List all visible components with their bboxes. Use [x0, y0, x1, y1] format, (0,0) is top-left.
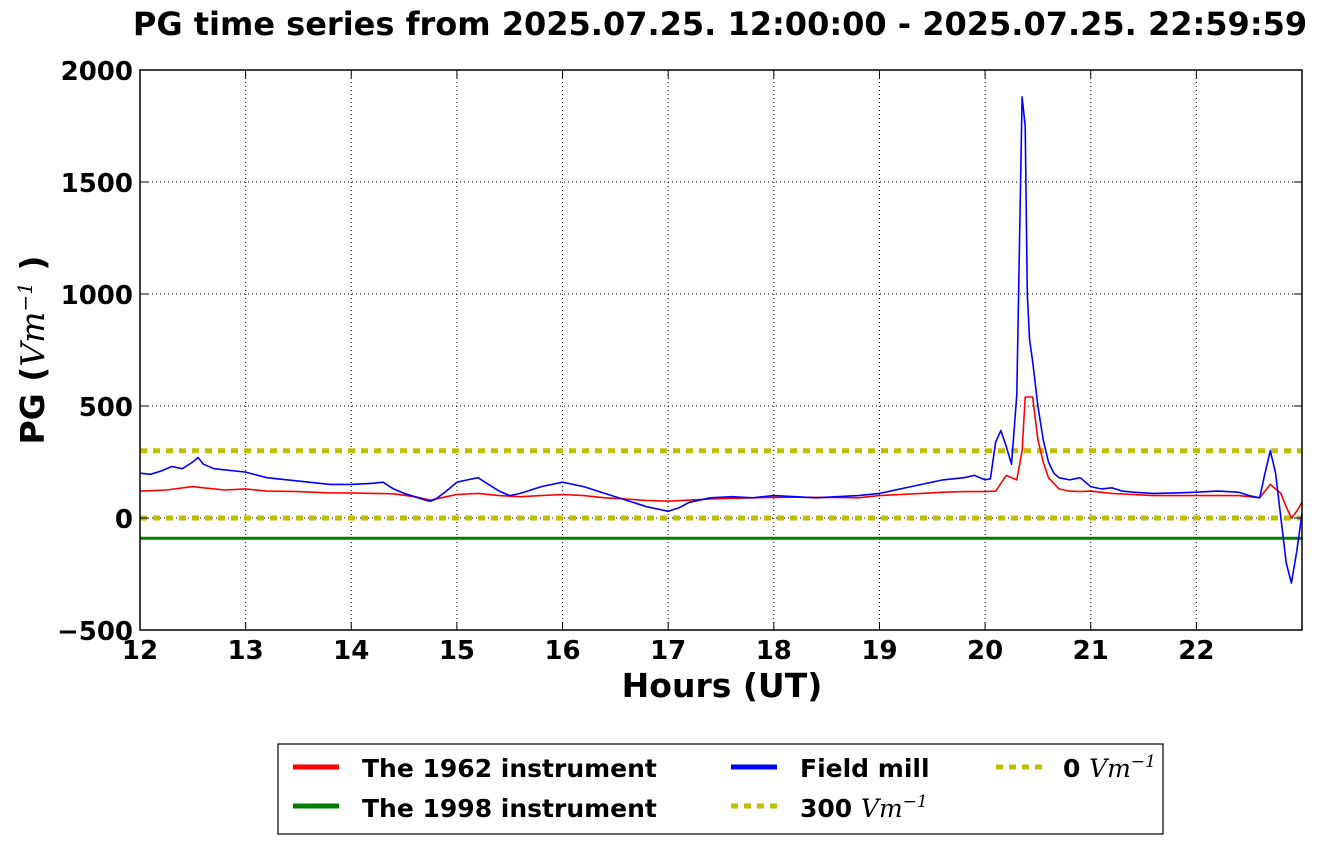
series-field-mill: [139, 96, 1303, 584]
legend-box: [277, 743, 1164, 835]
y-axis-label-exp: −1: [13, 282, 37, 311]
y-axis-label: PG (Vm−1 ): [13, 255, 52, 444]
series-lines: [139, 96, 1303, 584]
y-tick-label: 2000: [61, 57, 133, 87]
x-tick-label: 19: [861, 636, 897, 666]
x-axis-label: Hours (UT): [622, 666, 823, 705]
y-tick-label: 1000: [61, 281, 133, 311]
x-tick-label: 21: [1073, 636, 1109, 666]
legend-label-300: 300 Vm−1: [800, 792, 928, 823]
x-tick-label: 18: [756, 636, 792, 666]
plot-frame: [139, 69, 1303, 631]
x-tick-label: 15: [439, 636, 475, 666]
legend-label-0: 0 Vm−1: [1063, 752, 1156, 783]
axis-ticks: 12 13 14 15 16 17 18 19 20 21 22 −500 0 500 1000 1500 20…: [57, 57, 1302, 666]
x-tick-label: 13: [228, 636, 264, 666]
y-tick-label: 1500: [61, 169, 133, 199]
x-tick-label: 17: [650, 636, 686, 666]
y-tick-label: 0: [115, 505, 133, 535]
x-tick-label: 20: [967, 636, 1003, 666]
legend: The 1962 instrument The 1998 instrument …: [277, 743, 1164, 835]
y-tick-label: 500: [79, 393, 133, 423]
x-tick-label: 22: [1178, 636, 1214, 666]
legend-label-1998: The 1998 instrument: [362, 794, 657, 823]
y-axis-label-unit: Vm: [13, 312, 52, 367]
legend-label-field-mill: Field mill: [800, 754, 930, 783]
x-tick-label: 12: [122, 636, 158, 666]
y-axis-label-suffix: ): [13, 255, 52, 282]
legend-label-1962: The 1962 instrument: [362, 754, 657, 783]
y-axis-label-prefix: PG (: [13, 367, 52, 445]
grid: [139, 69, 1302, 631]
chart-title: PG time series from 2025.07.25. 12:00:00…: [133, 5, 1307, 43]
series-1962-instrument: [139, 396, 1303, 519]
x-tick-label: 16: [544, 636, 580, 666]
x-tick-label: 14: [333, 636, 369, 666]
y-tick-label: −500: [57, 617, 133, 647]
